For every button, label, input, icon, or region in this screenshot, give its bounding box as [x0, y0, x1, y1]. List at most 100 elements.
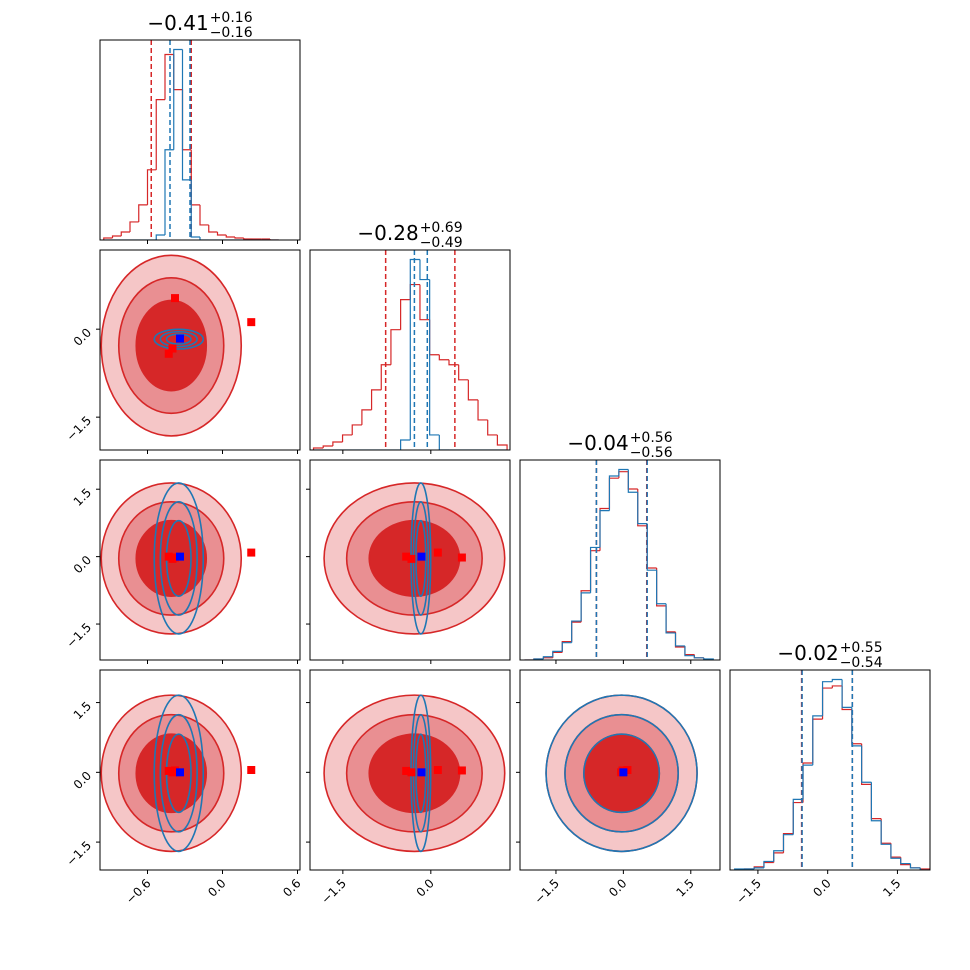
histogram-step	[216, 231, 227, 236]
histogram-step	[448, 359, 459, 366]
histogram-step	[243, 237, 253, 240]
histogram-step	[552, 651, 563, 658]
histogram-step	[208, 224, 218, 233]
histogram-step	[782, 833, 794, 853]
histogram-step	[589, 546, 600, 593]
panel-frame	[309, 249, 511, 451]
marker	[176, 768, 184, 777]
panel-frame	[99, 249, 301, 451]
panel	[100, 694, 256, 853]
marker	[417, 768, 426, 777]
marker	[171, 294, 179, 303]
title-value: −0.28	[357, 221, 418, 245]
histogram-step	[341, 434, 353, 442]
contour	[153, 328, 205, 350]
histogram-step	[870, 784, 882, 820]
x-tick-label: 0.6	[280, 876, 303, 899]
panel-frame	[309, 459, 511, 661]
histogram-step	[773, 852, 784, 863]
marker	[433, 548, 442, 557]
histogram-step	[409, 258, 420, 440]
marker	[168, 344, 177, 353]
histogram-step	[665, 605, 676, 633]
histogram-step	[861, 743, 872, 785]
x-tick-label: −1.5	[734, 876, 765, 907]
histogram-step	[312, 447, 324, 450]
marker	[407, 554, 416, 563]
marker	[402, 552, 411, 561]
x-tick-label: −1.5	[318, 876, 349, 907]
marker	[176, 552, 184, 561]
x-tick-label: 1.5	[674, 876, 697, 899]
contour	[564, 713, 680, 833]
histogram-step	[802, 762, 813, 803]
x-tick-label: 0.0	[414, 876, 437, 899]
panel	[524, 460, 714, 660]
title-lower: −0.49	[420, 235, 463, 251]
histogram-step	[111, 235, 122, 238]
histogram-step	[792, 798, 804, 835]
title-upper: +0.69	[420, 220, 463, 236]
histogram-step	[870, 782, 882, 822]
histogram-step	[146, 169, 157, 205]
histogram-step	[674, 632, 685, 647]
histogram-step	[542, 657, 553, 659]
marker	[402, 766, 411, 775]
histogram-step	[821, 687, 833, 720]
histogram-step	[225, 234, 235, 238]
histogram-step	[831, 685, 843, 689]
histogram-step	[618, 468, 629, 477]
histogram-step	[164, 149, 174, 235]
histogram-step	[646, 525, 657, 569]
x-tick-label: 0.0	[606, 876, 629, 899]
y-tick-label: −1.5	[64, 413, 95, 444]
histogram-step	[812, 718, 823, 763]
y-tick-label: −1.5	[64, 838, 95, 869]
title-value: −0.02	[777, 641, 838, 665]
histogram-step	[571, 620, 582, 643]
histogram-step	[542, 656, 553, 659]
histogram-step	[400, 299, 411, 330]
histogram-step	[438, 354, 450, 361]
histogram-step	[880, 818, 891, 844]
histogram-step	[919, 867, 930, 870]
histogram-step	[763, 860, 774, 868]
histogram-step	[190, 179, 200, 238]
histogram-step	[627, 469, 638, 493]
panel	[734, 670, 930, 870]
panel	[323, 694, 506, 853]
histogram-step	[173, 54, 183, 91]
histogram-step	[782, 834, 794, 851]
contour	[159, 713, 198, 833]
panel-frame	[99, 459, 301, 661]
histogram-step	[608, 477, 619, 509]
contour	[159, 500, 198, 616]
marker	[433, 766, 442, 774]
histogram-step	[561, 642, 572, 652]
histogram-step	[138, 204, 148, 222]
marker	[247, 766, 256, 774]
histogram-step	[909, 863, 921, 869]
title-value: −0.04	[567, 431, 628, 455]
histogram-step	[429, 279, 440, 436]
marker	[623, 766, 632, 774]
histogram-step	[618, 471, 629, 479]
panel-frame	[519, 669, 721, 871]
histogram-step	[199, 204, 209, 226]
histogram-step	[322, 445, 333, 448]
panel-frame	[309, 669, 511, 871]
marker	[164, 349, 173, 358]
histogram-step	[900, 858, 911, 865]
histogram-step	[269, 238, 279, 240]
histogram-step	[821, 681, 833, 716]
marker	[407, 768, 416, 777]
y-tick-label: 0.0	[71, 769, 94, 792]
x-tick-label: −0.6	[123, 876, 154, 907]
histogram-step	[637, 492, 648, 525]
y-tick-label: 0.0	[71, 553, 94, 576]
title-value: −0.41	[147, 11, 208, 35]
histogram-step	[234, 236, 244, 239]
panel-frame	[729, 669, 931, 871]
histogram-step	[380, 364, 391, 390]
title-upper: +0.56	[630, 430, 673, 446]
